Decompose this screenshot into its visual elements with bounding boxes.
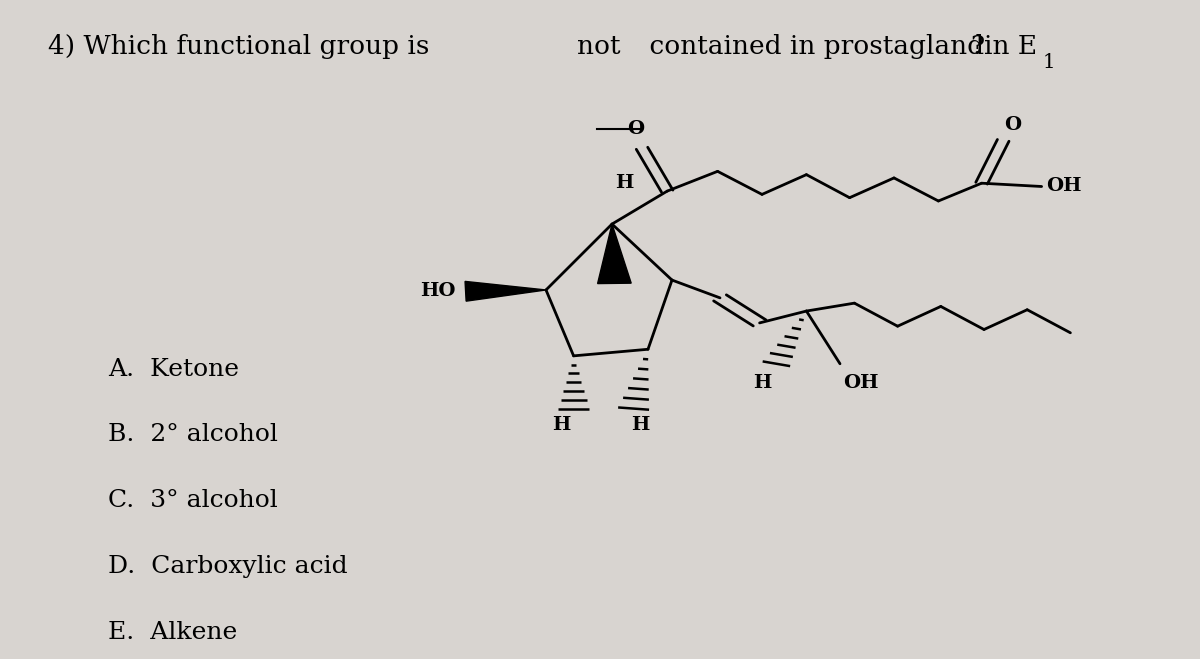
Text: H: H	[754, 374, 772, 391]
Text: ?: ?	[971, 34, 985, 59]
Text: C.  3° alcohol: C. 3° alcohol	[108, 490, 277, 512]
Text: O: O	[628, 121, 644, 138]
Text: H: H	[614, 175, 634, 192]
Polygon shape	[466, 281, 546, 301]
Text: H: H	[552, 416, 571, 434]
Text: D.  Carboxylic acid: D. Carboxylic acid	[108, 556, 348, 578]
Text: B.  2° alcohol: B. 2° alcohol	[108, 424, 278, 446]
Text: E.  Alkene: E. Alkene	[108, 621, 238, 644]
Text: HO: HO	[420, 282, 456, 301]
Text: 4) Which functional group is: 4) Which functional group is	[48, 34, 438, 59]
Text: OH: OH	[1046, 177, 1082, 196]
Text: A.  Ketone: A. Ketone	[108, 358, 239, 380]
Text: not: not	[577, 34, 620, 59]
Text: H: H	[631, 416, 650, 434]
Text: OH: OH	[844, 374, 880, 391]
Polygon shape	[598, 224, 631, 283]
Text: O: O	[1004, 116, 1021, 134]
Text: contained in prostaglandin E: contained in prostaglandin E	[641, 34, 1037, 59]
Text: 1: 1	[1043, 53, 1055, 72]
